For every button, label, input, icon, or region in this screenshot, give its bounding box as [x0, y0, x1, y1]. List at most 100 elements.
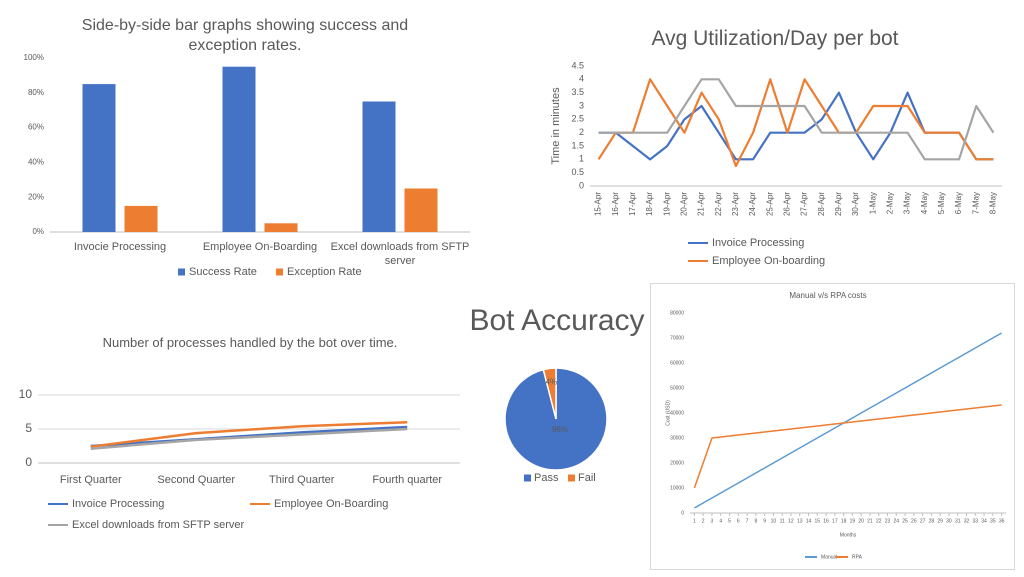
- x-tick-label: 23: [885, 518, 891, 524]
- bar: [404, 188, 438, 232]
- x-tick-label: 16-Apr: [611, 192, 620, 216]
- x-tick-label: 24-Apr: [748, 192, 757, 216]
- y-tick-label: 30000: [670, 435, 684, 441]
- x-tick-label: 29: [937, 518, 943, 524]
- x-tick-label: 4: [719, 518, 722, 524]
- x-tick-label: 21-Apr: [697, 192, 706, 216]
- x-tick-label: 30-Apr: [851, 192, 860, 216]
- bar: [222, 66, 256, 232]
- x-tick-label: 25: [902, 518, 908, 524]
- x-tick-label: Invocie Processing: [73, 241, 167, 253]
- legend-label: Fail: [578, 472, 596, 484]
- x-tick-label: 1: [693, 518, 696, 524]
- x-tick-label: 27-Apr: [800, 192, 809, 216]
- x-tick-label: 18-Apr: [645, 192, 654, 216]
- y-tick-label: 2.5: [571, 114, 584, 124]
- x-tick-label: 15: [814, 518, 820, 524]
- bar: [124, 205, 158, 232]
- legend-label: Pass: [534, 472, 559, 484]
- y-tick-label: 2: [579, 127, 584, 137]
- y-tick-label: 20%: [28, 192, 44, 201]
- x-tick-label: 30: [946, 518, 952, 524]
- data-label: 96%: [552, 425, 568, 434]
- x-tick-label: 4-May: [920, 192, 929, 214]
- x-tick-label: 7: [746, 518, 749, 524]
- x-tick-label: 19-Apr: [662, 192, 671, 216]
- x-tick-label: Excel downloads from SFTP server: [330, 241, 470, 267]
- x-tick-label: 19: [850, 518, 856, 524]
- x-tick-label: 24: [893, 518, 899, 524]
- x-tick-label: 7-May: [971, 192, 980, 214]
- y-tick-label: 0.5: [571, 167, 584, 177]
- chart-title: Number of processes handled by the bot o…: [102, 335, 398, 350]
- x-tick-label: Employee On-Boarding: [202, 241, 318, 253]
- x-tick-label: Second Quarter: [157, 474, 235, 486]
- y-tick-label: 80%: [28, 88, 44, 97]
- x-tick-label: 10: [771, 518, 777, 524]
- x-tick-label: 34: [981, 518, 987, 524]
- x-tick-label: 12: [788, 518, 794, 524]
- bar: [82, 84, 116, 232]
- legend-label: Excel downloads from SFTP server: [72, 519, 245, 531]
- y-tick-label: 10: [19, 387, 33, 401]
- series-line: [90, 420, 408, 448]
- y-tick-label: 100%: [24, 53, 44, 62]
- x-tick-label: 3-May: [903, 192, 912, 214]
- x-tick-label: 9: [763, 518, 766, 524]
- x-tick-label: 5: [728, 518, 731, 524]
- x-tick-label: 36: [999, 518, 1005, 524]
- x-tick-label: 35: [990, 518, 996, 524]
- legend-label: Success Rate: [189, 266, 257, 278]
- y-axis-title: Time in minutes: [550, 87, 562, 165]
- x-tick-label: 15-Apr: [594, 192, 603, 216]
- legend-label: Employee On-Boarding: [274, 498, 388, 510]
- x-tick-label: 20-Apr: [680, 192, 689, 216]
- x-tick-label: 28-Apr: [817, 192, 826, 216]
- x-tick-label: 2: [702, 518, 705, 524]
- x-tick-label: 5-May: [937, 192, 946, 214]
- x-tick-label: 26: [911, 518, 917, 524]
- chart-frame: [650, 283, 1015, 570]
- x-tick-label: 32: [964, 518, 970, 524]
- y-tick-label: 3: [579, 100, 584, 110]
- y-tick-label: 80000: [670, 310, 684, 316]
- x-tick-label: 23-Apr: [731, 192, 740, 216]
- x-tick-label: 13: [797, 518, 803, 524]
- chart-title: Side-by-side bar graphs showing success …: [81, 17, 409, 54]
- x-tick-label: 16: [823, 518, 829, 524]
- y-tick-label: 0%: [32, 227, 44, 236]
- legend-swatch: [178, 268, 185, 276]
- legend-label: Manual: [821, 554, 837, 560]
- x-tick-label: 8-May: [989, 192, 998, 214]
- legend-label: Employee On-boarding: [712, 255, 825, 267]
- series-line: [694, 332, 1002, 509]
- y-tick-label: 60000: [670, 360, 684, 366]
- x-tick-label: 8: [754, 518, 757, 524]
- y-tick-label: 0: [681, 510, 684, 516]
- x-tick-label: 18: [841, 518, 847, 524]
- y-tick-label: 60%: [28, 123, 44, 132]
- x-tick-label: 31: [955, 518, 961, 524]
- series-line: [90, 425, 408, 448]
- x-tick-label: 29-Apr: [834, 192, 843, 216]
- y-tick-label: 50000: [670, 385, 684, 391]
- legend-label: RPA: [852, 554, 863, 560]
- y-tick-label: 4.5: [571, 60, 584, 70]
- y-tick-label: 4: [579, 74, 584, 84]
- y-tick-label: 40000: [670, 410, 684, 416]
- x-tick-label: 27: [920, 518, 926, 524]
- x-tick-label: First Quarter: [60, 474, 122, 486]
- x-tick-label: 17-Apr: [628, 192, 637, 216]
- y-tick-label: 5: [25, 421, 32, 435]
- x-tick-label: 17: [832, 518, 838, 524]
- data-label: 4%: [546, 378, 558, 387]
- x-tick-label: 28: [929, 518, 935, 524]
- legend-label: Invoice Processing: [72, 498, 164, 510]
- chart-title: Bot Accuracy: [469, 304, 645, 337]
- chart-title: Manual v/s RPA costs: [789, 291, 867, 300]
- y-tick-label: 10000: [670, 485, 684, 491]
- bar: [362, 101, 396, 232]
- y-tick-label: 1.5: [571, 140, 584, 150]
